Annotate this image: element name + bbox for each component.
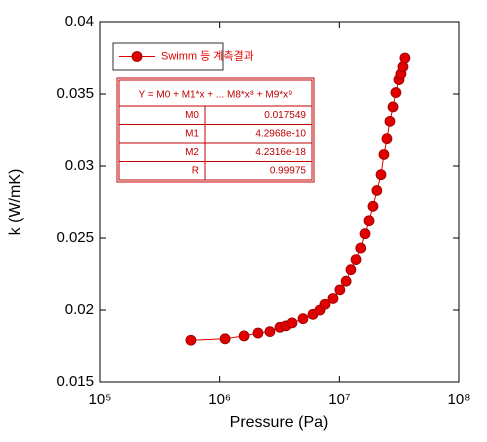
- data-point: [319, 298, 331, 310]
- fit-param-value: 0.017549: [264, 110, 306, 121]
- data-point: [238, 330, 250, 342]
- fit-param-name: M0: [185, 110, 199, 121]
- data-point: [286, 317, 298, 329]
- x-tick-label: 10⁵: [89, 391, 112, 408]
- y-tick-label: 0.025: [56, 229, 94, 246]
- plot-frame: [99, 21, 460, 383]
- fit-param-name: M1: [185, 128, 199, 139]
- data-point: [390, 87, 402, 98]
- data-point: [375, 169, 387, 181]
- legend-label: Swimm 등 계측결과: [161, 49, 254, 62]
- x-tick-label: 10⁷: [328, 391, 350, 408]
- data-point: [334, 284, 346, 296]
- x-tick-label: 10⁸: [447, 391, 470, 408]
- data-point: [327, 293, 339, 304]
- data-point: [359, 228, 371, 240]
- data-point: [384, 115, 396, 127]
- data-point: [355, 242, 367, 254]
- y-tick-label: 0.015: [56, 373, 94, 390]
- fit-table-frame: [116, 77, 315, 183]
- legend-marker: [131, 51, 143, 62]
- fit-param-value: 4.2316e-18: [255, 147, 306, 158]
- data-point: [350, 254, 362, 266]
- data-point: [185, 334, 197, 346]
- data-point: [340, 275, 352, 287]
- data-point: [399, 52, 411, 64]
- data-point: [378, 149, 390, 160]
- fit-table-header: Y = M0 + M1*x + ... M8*x⁸ + M9*x⁹: [139, 90, 293, 101]
- data-point: [371, 185, 383, 196]
- fit-param-value: 0.99975: [270, 165, 307, 176]
- data-point: [219, 333, 231, 345]
- data-point: [381, 133, 393, 145]
- data-point: [264, 326, 276, 338]
- data-point: [367, 200, 379, 212]
- x-axis-label: Pressure (Pa): [230, 414, 329, 431]
- data-point: [252, 327, 264, 339]
- fit-param-value: 4.2968e-10: [255, 128, 306, 139]
- fit-param-name: M2: [185, 147, 199, 158]
- fit-param-name: R: [192, 165, 199, 176]
- y-tick-label: 0.04: [65, 13, 94, 30]
- y-tick-label: 0.035: [56, 85, 94, 102]
- fit-table: [118, 79, 313, 181]
- y-tick-label: 0.03: [65, 157, 94, 174]
- data-point: [387, 101, 399, 113]
- y-tick-label: 0.02: [65, 301, 94, 318]
- x-tick-label: 10⁶: [208, 391, 231, 408]
- data-point: [297, 313, 309, 325]
- data-point: [363, 215, 375, 227]
- data-point: [345, 264, 357, 276]
- y-axis-label: k (W/mK): [7, 169, 24, 236]
